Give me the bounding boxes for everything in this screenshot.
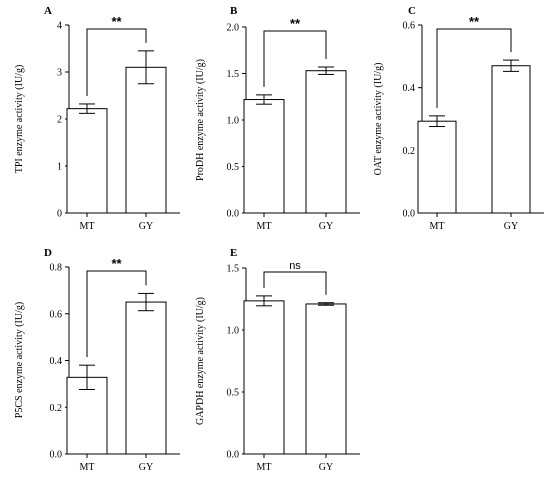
panel-d-y-tick-label: 0.4: [50, 356, 63, 367]
panel-a-significance-bracket: [86, 28, 147, 96]
panel-a-significance-label: **: [111, 14, 122, 29]
panel-a-category-label-mt: MT: [80, 221, 95, 232]
panel-c-y-tick-label: 0.0: [403, 209, 416, 220]
panel-b-bar-gy: [305, 70, 347, 214]
panel-e-y-axis-label: GAPDH enzyme activity (IU/g): [195, 297, 206, 425]
panel-a-bar-gy: [125, 66, 167, 214]
panel-e-y-tick-label: 0.0: [227, 450, 240, 461]
panel-c-bar-gy: [491, 65, 531, 214]
panel-e-category-label-mt: MT: [257, 462, 272, 473]
panel-a-y-tick-label: 0: [57, 209, 62, 220]
panel-a-y-tick-label: 4: [57, 21, 62, 32]
panel-a-letter: A: [44, 5, 52, 17]
panel-d-significance-label: **: [111, 256, 122, 271]
panel-c-category-label-gy: GY: [504, 221, 518, 232]
panel-d-y-tick-label: 0.8: [50, 263, 63, 274]
panel-d-bar-gy: [125, 301, 167, 455]
panel-e-letter: E: [230, 247, 237, 259]
panel-c-bar-mt: [417, 120, 457, 214]
panel-e-y-tick-label: 1.0: [227, 326, 240, 337]
panel-b-bar-mt: [243, 99, 285, 214]
panel-a-bar-mt: [66, 108, 108, 214]
panel-c-significance-bracket: [436, 28, 512, 108]
panel-c: C OAT enzyme activity (IU/g) 0.0 0.2 0.4 0.6 M…: [373, 5, 544, 232]
panel-a-y-axis-label: TPI enzyme activity (IU/g): [14, 65, 25, 174]
panel-c-y-tick-label: 0.4: [403, 83, 416, 94]
panel-c-y-tick-label: 0.6: [403, 21, 416, 32]
panel-b-letter: B: [230, 5, 238, 17]
panel-a-category-label-gy: GY: [139, 221, 153, 232]
panel-a-y-tick-label: 3: [57, 68, 62, 79]
panel-c-y-axis-label: OAT enzyme activity (IU/g): [373, 63, 384, 176]
panel-b-y-tick-label: 0.5: [227, 162, 240, 173]
panel-b-significance-label: **: [290, 16, 301, 31]
panel-c-letter: C: [408, 5, 416, 17]
panel-d-y-axis-label: P5CS enzyme activity (IU/g): [14, 302, 25, 418]
panel-e-bar-gy: [305, 303, 347, 455]
panel-d-y-tick-label: 0.6: [50, 309, 63, 320]
panel-b-y-tick-label: 1.5: [227, 69, 240, 80]
panel-c-significance-label: **: [469, 14, 480, 29]
panel-d-y-tick-label: 0.2: [50, 403, 63, 414]
panel-d-y-tick-label: 0.0: [50, 450, 63, 461]
panel-b: B ProDH enzyme activity (IU/g) 0.0 0.5 1.0 1.…: [195, 5, 360, 232]
panel-d: D P5CS enzyme activity (IU/g) 0.0 0.2 0.4 0.6…: [14, 247, 180, 473]
panel-a-y-tick-label: 2: [57, 115, 62, 126]
panel-b-y-tick-label: 0.0: [227, 209, 240, 220]
panel-e-significance-label: ns: [289, 260, 301, 272]
panel-d-significance-bracket: [86, 270, 147, 358]
panel-e-y-tick-label: 0.5: [227, 388, 240, 399]
panel-a-y-tick-label: 1: [57, 162, 62, 173]
panel-e-significance-bracket: [263, 271, 327, 295]
panel-d-category-label-mt: MT: [80, 462, 95, 473]
panel-e-category-label-gy: GY: [319, 462, 333, 473]
panel-b-significance-bracket: [263, 30, 327, 87]
panel-b-category-label-gy: GY: [319, 221, 333, 232]
panel-e-bar-mt: [243, 300, 285, 455]
panel-a: A TPI enzyme activity (IU/g) 0 1 2 3 4 MT GY **: [14, 5, 180, 232]
panel-d-letter: D: [44, 247, 52, 259]
panel-e-y-tick-label: 1.5: [227, 264, 240, 275]
panel-b-category-label-mt: MT: [257, 221, 272, 232]
panel-e: E GAPDH enzyme activity (IU/g) 0.0 0.5 1.0 1.…: [195, 247, 360, 473]
panel-b-y-tick-label: 2.0: [227, 23, 240, 34]
panel-d-bar-mt: [66, 376, 108, 455]
panel-d-category-label-gy: GY: [139, 462, 153, 473]
panel-b-y-tick-label: 1.0: [227, 116, 240, 127]
panel-b-y-axis-label: ProDH enzyme activity (IU/g): [195, 59, 206, 181]
panel-c-category-label-mt: MT: [430, 221, 445, 232]
panel-c-y-tick-label: 0.2: [403, 146, 416, 157]
